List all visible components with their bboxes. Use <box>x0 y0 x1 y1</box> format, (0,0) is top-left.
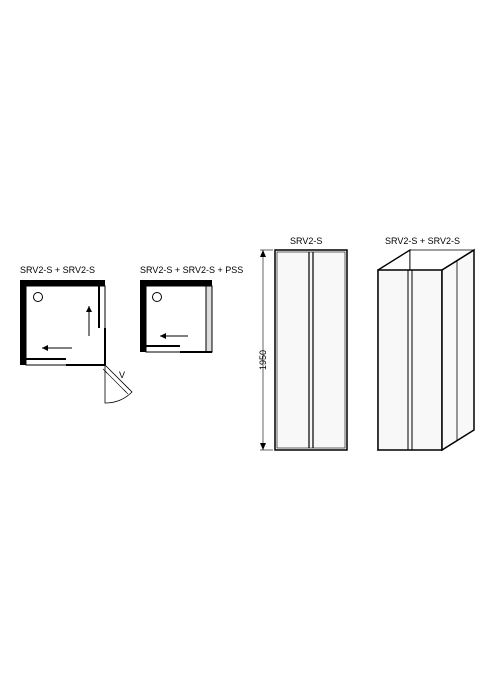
arrow-left-icon <box>42 345 72 351</box>
fig1-drawing: V <box>14 278 134 408</box>
fig2-drawing <box>138 278 228 368</box>
fig3-height-dim: 1950 <box>258 350 268 370</box>
fig1-label: SRV2-S + SRV2-S <box>20 265 95 275</box>
fig4-drawing <box>370 248 490 463</box>
arrow-left-icon <box>160 333 188 339</box>
fig2-label: SRV2-S + SRV2-S + PSS <box>140 265 243 275</box>
diagram-page: SRV2-S + SRV2-S V SRV2-S + SRV2-S + <box>0 0 500 700</box>
arrow-up-icon <box>86 306 92 336</box>
fig3-label: SRV2-S <box>290 236 322 246</box>
v-dim-label: V <box>119 370 125 380</box>
fig3-drawing <box>255 248 355 458</box>
fig4-label: SRV2-S + SRV2-S <box>385 236 460 246</box>
